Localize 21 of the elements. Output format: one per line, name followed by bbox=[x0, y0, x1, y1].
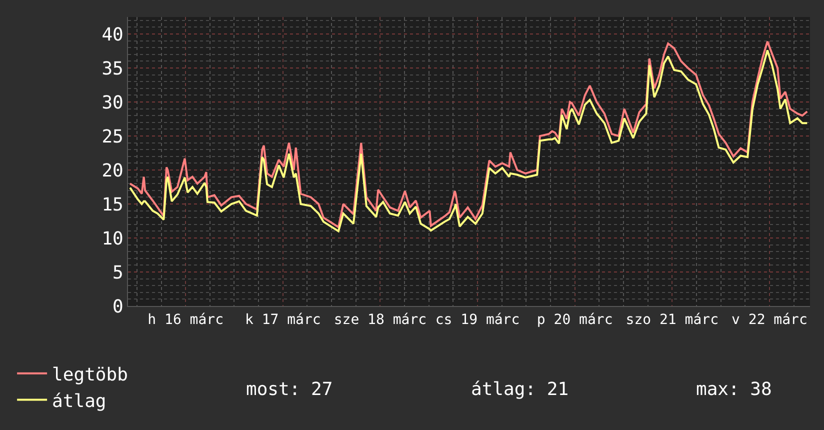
text: átlag: 21 bbox=[471, 379, 569, 400]
x-tick-label: h 16 márc bbox=[148, 312, 224, 328]
y-tick-label: 5 bbox=[112, 262, 124, 284]
y-tick-label: 30 bbox=[102, 92, 124, 114]
y-tick-label: 40 bbox=[102, 24, 124, 46]
legend-label: átlag bbox=[52, 390, 106, 412]
x-tick-label: sze 18 márc bbox=[334, 312, 427, 328]
legend-label: legtöbb bbox=[52, 364, 128, 386]
y-tick-label: 20 bbox=[102, 160, 124, 182]
y-tick-label: 25 bbox=[102, 126, 124, 148]
y-tick-label: 10 bbox=[102, 228, 124, 250]
y-tick-label: 15 bbox=[102, 194, 124, 216]
x-tick-label: k 17 márc bbox=[244, 312, 321, 328]
x-tick-label: szo 21 márc bbox=[626, 312, 718, 328]
y-tick-label: 35 bbox=[102, 58, 124, 80]
x-tick-label: p 20 márc bbox=[536, 312, 613, 328]
text: max: 38 bbox=[696, 379, 772, 400]
x-tick-label: v 22 márc bbox=[732, 312, 808, 328]
x-tick-label: cs 19 márc bbox=[435, 312, 520, 328]
text: most: 27 bbox=[246, 379, 333, 400]
y-tick-label: 0 bbox=[112, 296, 124, 318]
